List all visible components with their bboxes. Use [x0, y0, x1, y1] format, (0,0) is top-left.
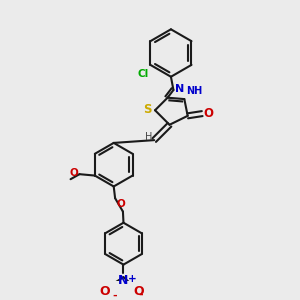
Text: O: O	[204, 106, 214, 119]
Text: O: O	[100, 285, 110, 298]
Text: H: H	[145, 132, 152, 142]
Text: N: N	[175, 85, 184, 94]
Text: S: S	[143, 103, 152, 116]
Text: O: O	[69, 168, 78, 178]
Text: O: O	[116, 199, 125, 209]
Text: O: O	[133, 285, 144, 298]
Text: N: N	[118, 274, 129, 287]
Text: +: +	[128, 274, 137, 284]
Text: -: -	[138, 290, 143, 300]
Text: -: -	[112, 290, 117, 300]
Text: Cl: Cl	[138, 69, 149, 79]
Text: NH: NH	[186, 86, 202, 96]
